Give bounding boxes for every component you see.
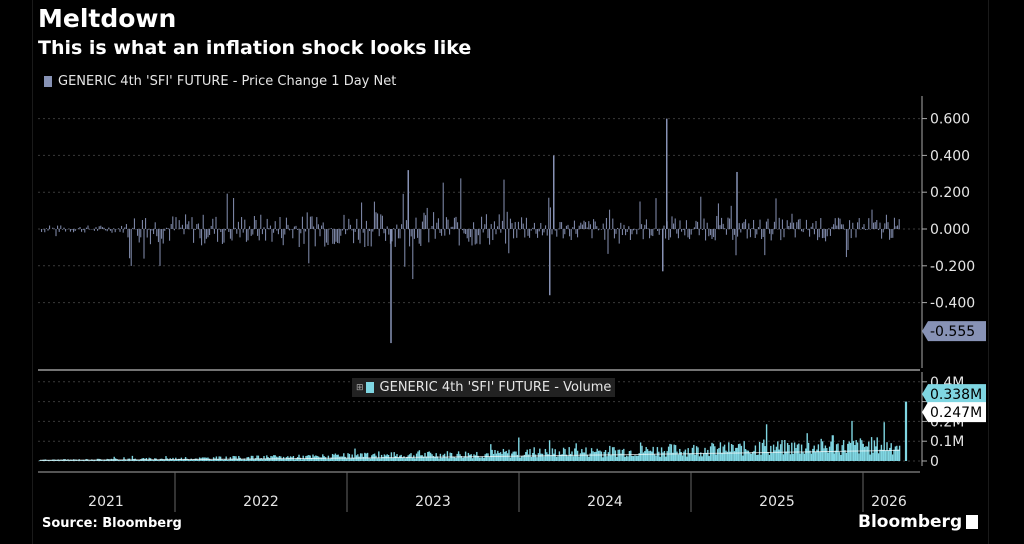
price-gridlines xyxy=(38,118,920,304)
year-label: 2024 xyxy=(587,494,623,510)
bloomberg-icon xyxy=(966,515,979,529)
price-tick-label: -0.400 xyxy=(930,296,975,312)
volume-tick-label: 0 xyxy=(930,454,939,470)
volume-average-line xyxy=(39,449,901,461)
legend-price: GENERIC 4th 'SFI' FUTURE - Price Change … xyxy=(44,74,396,89)
value-flags: -0.555 0.338M 0.247M xyxy=(922,321,986,423)
bloomberg-logo: Bloomberg xyxy=(858,512,979,532)
price-bars xyxy=(39,118,900,344)
price-tick-label: 0.400 xyxy=(930,148,970,164)
volume-last-flag-bg xyxy=(922,384,986,405)
year-label: 2022 xyxy=(243,494,279,510)
source-note: Source: Bloomberg xyxy=(42,516,182,531)
legend-price-swatch xyxy=(44,76,52,87)
chart-subtitle: This is what an inflation shock looks li… xyxy=(38,37,472,59)
year-label: 2025 xyxy=(759,494,795,510)
price-last-flag-bg xyxy=(922,321,986,342)
chart-title: Meltdown xyxy=(38,4,177,33)
price-axis: 0.600 0.400 0.200 0.000 -0.200 -0.400 xyxy=(921,96,975,368)
price-last-flag-label: -0.555 xyxy=(930,324,975,340)
volume-average-flag-bg xyxy=(922,402,986,423)
price-tick-label: -0.200 xyxy=(930,259,975,275)
volume-last-flag-label: 0.338M xyxy=(930,387,982,403)
brand-name: Bloomberg xyxy=(858,512,963,532)
price-tick-label: 0.000 xyxy=(930,222,970,238)
x-axis: 2021 2022 2023 2024 2025 2026 xyxy=(38,471,920,512)
year-label: 2026 xyxy=(871,494,907,510)
volume-tick-label: 0.1M xyxy=(930,434,964,450)
year-label: 2021 xyxy=(88,494,124,510)
year-label: 2023 xyxy=(415,494,451,510)
legend-volume: ⊞ GENERIC 4th 'SFI' FUTURE - Volume xyxy=(352,378,616,397)
volume-area xyxy=(39,401,908,461)
volume-average-flag-label: 0.247M xyxy=(930,405,982,421)
legend-volume-marker: ⊞ xyxy=(356,382,364,393)
price-tick-label: 0.200 xyxy=(930,185,970,201)
legend-volume-swatch xyxy=(365,382,374,393)
price-tick-label: 0.600 xyxy=(930,112,970,128)
legend-price-label: GENERIC 4th 'SFI' FUTURE - Price Change … xyxy=(58,74,397,89)
legend-volume-label: GENERIC 4th 'SFI' FUTURE - Volume xyxy=(379,380,612,395)
